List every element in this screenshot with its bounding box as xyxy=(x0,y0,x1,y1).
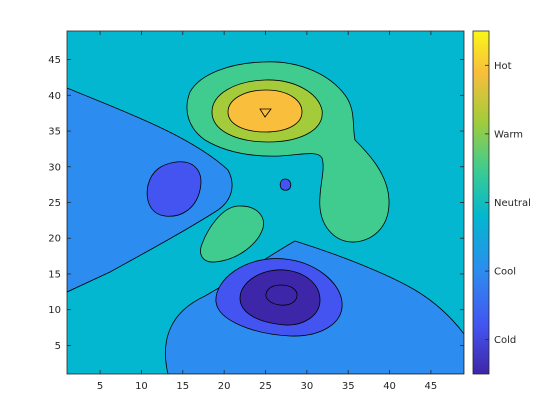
y-tick-label: 30 xyxy=(48,162,61,173)
y-tick-label: 35 xyxy=(48,127,61,138)
plot-area xyxy=(67,31,464,374)
x-tick-label: 5 xyxy=(97,381,103,392)
y-tick-label: 25 xyxy=(48,198,61,209)
x-tick-label: 45 xyxy=(425,381,438,392)
y-tick-label: 15 xyxy=(48,269,61,280)
contour-region-cool-dark-left xyxy=(146,161,202,217)
x-tick-label: 30 xyxy=(300,381,313,392)
x-axis: 5 10 15 20 25 30 35 40 45 xyxy=(97,31,437,392)
x-tick-label: 20 xyxy=(218,381,231,392)
x-tick-label: 15 xyxy=(176,381,189,392)
colorbar-label: Warm xyxy=(494,129,523,140)
colorbar-label: Cold xyxy=(494,335,516,346)
contour-region-neutral-small xyxy=(200,205,264,263)
x-tick-label: 25 xyxy=(259,381,272,392)
y-tick-label: 5 xyxy=(55,341,61,352)
y-tick-label: 40 xyxy=(48,91,61,102)
colorbar-label: Hot xyxy=(494,61,512,72)
x-tick-label: 35 xyxy=(342,381,355,392)
contour-region-cool-dot xyxy=(279,178,292,191)
y-axis: 5 10 15 20 25 30 35 40 45 xyxy=(48,55,464,352)
x-tick-label: 10 xyxy=(135,381,148,392)
contour-region-peak xyxy=(259,108,272,118)
colorbar: Hot Warm Neutral Cool Cold xyxy=(472,30,531,375)
colorbar-ticks: Hot Warm Neutral Cool Cold xyxy=(485,61,531,346)
y-tick-label: 20 xyxy=(48,234,61,245)
colorbar-label: Cool xyxy=(494,267,516,278)
y-tick-label: 45 xyxy=(48,55,61,66)
colorbar-label: Neutral xyxy=(494,198,531,209)
y-tick-label: 10 xyxy=(48,305,61,316)
contour-region-cold-core xyxy=(265,284,298,306)
x-tick-label: 40 xyxy=(383,381,396,392)
